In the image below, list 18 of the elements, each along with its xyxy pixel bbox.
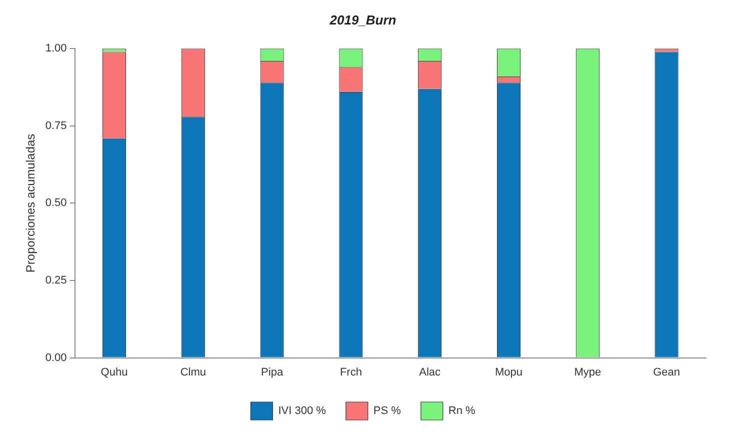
x-tick-label: Frch [340,366,362,378]
y-tick-label: 0.50 [45,197,67,210]
y-tick-label: 1.00 [45,42,67,55]
chart-title: 2019_Burn [328,12,396,28]
x-tick-label: Alac [419,366,442,378]
legend-label: IVI 300 % [278,405,326,418]
y-tick-label: 0.75 [45,120,67,132]
y-tick-label: 0.00 [45,352,67,364]
y-axis-title: Proporciones acumuladas [24,134,38,273]
x-tick-label: Gean [653,366,680,378]
y-tick-label: 0.25 [45,274,67,287]
x-tick-label: Clmu [180,366,206,378]
x-tick-label: Mype [574,366,602,378]
legend-label: Rn % [448,405,476,418]
x-tick-label: Quhu [100,366,128,378]
legend-label: PS % [373,405,402,418]
x-tick-label: Pipa [261,366,284,378]
x-tick-label: Mopu [494,366,523,378]
